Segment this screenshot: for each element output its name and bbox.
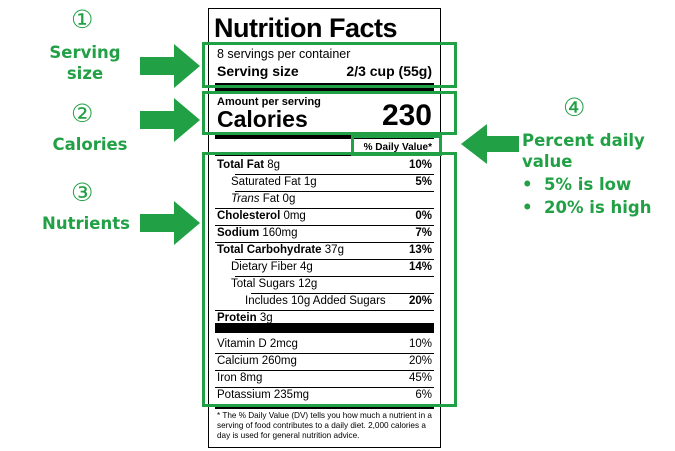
vitamin-divider [215, 387, 434, 388]
nutrient-divider [215, 310, 434, 311]
nutrient-divider [251, 293, 434, 294]
arrow-left-dv-icon [461, 124, 519, 164]
arrow-right-calories-icon [140, 98, 200, 142]
nutrient-amount: 160mg [259, 227, 298, 239]
nutrient-name: Sodium [217, 227, 260, 239]
arrow-right-nutrients-icon [140, 201, 200, 245]
annotation-pdv-line1: Percent daily [522, 131, 645, 150]
nutrient-row: Saturated Fat 1g [231, 176, 317, 188]
nutrient-amount: 37g [321, 244, 344, 256]
nutrient-divider [235, 276, 434, 277]
vitamin-dv: 45% [408, 372, 432, 384]
nutrient-amount: 1g [300, 176, 317, 188]
nutrient-row: Total Sugars 12g [231, 278, 317, 290]
nutrient-dv: 13% [408, 244, 432, 256]
highlight-serving-size [202, 42, 457, 88]
annotation-percent-daily-value: Percent daily value • 5% is low • 20% is… [522, 130, 672, 218]
nutrient-name: Total Sugars [231, 278, 295, 290]
nutrition-facts-label: Nutrition Facts 8 servings per container… [208, 8, 441, 448]
calories-value: 230 [381, 99, 432, 132]
nutrient-amount: Fat 0g [259, 193, 296, 205]
divider-medium-calories [215, 134, 434, 139]
label-title: Nutrition Facts [214, 13, 398, 43]
vitamin-name: Iron 8mg [217, 372, 263, 384]
annotation-pdv-bullet-2-text: 20% is high [544, 198, 652, 217]
annotation-pdv-bullet-1: • 5% is low [522, 175, 632, 194]
nutrient-divider [215, 208, 434, 209]
nutrient-row: Total Carbohydrate 37g [217, 244, 344, 256]
nutrient-divider [215, 242, 434, 243]
nutrient-row: Protein 3g [217, 312, 273, 324]
annotation-nutrients-line1: Nutrients [42, 214, 130, 233]
vitamin-name: Potassium 235mg [217, 389, 310, 401]
nutrient-name: Saturated Fat [231, 176, 301, 188]
divider-thick-protein [215, 323, 434, 333]
nutrient-row: Sodium 160mg [217, 227, 298, 239]
nutrient-divider [235, 174, 434, 175]
vitamin-name: Vitamin D 2mcg [217, 338, 298, 350]
nutrient-row: Trans Fat 0g [231, 193, 295, 205]
nutrient-dv: 10% [408, 159, 432, 171]
nutrient-dv: 0% [415, 210, 432, 222]
nutrient-dv: 5% [415, 176, 432, 188]
vitamin-divider [215, 370, 434, 371]
highlight-calories [202, 91, 457, 135]
nutrient-divider [215, 225, 434, 226]
nutrient-dv: 14% [408, 261, 432, 273]
annotation-calories-line1: Calories [52, 135, 128, 154]
servings-per-container: 8 servings per container [217, 47, 351, 61]
annotation-pdv-line2: value [522, 152, 573, 171]
nutrient-amount: 4g [296, 261, 313, 273]
nutrient-name: Total Fat [217, 159, 265, 171]
divider-dv [215, 155, 434, 156]
nutrient-row: Includes 10g Added Sugars [245, 295, 386, 307]
arrow-right-serving-icon [140, 44, 200, 88]
annotation-serving-line2: size [66, 64, 104, 83]
nutrient-row: Total Fat 8g [217, 159, 280, 171]
annotation-number-4: ④ [563, 93, 586, 122]
nutrient-divider [235, 191, 434, 192]
annotation-serving-line1: Serving [49, 43, 121, 62]
nutrient-name: Trans [231, 193, 260, 205]
nutrient-row: Dietary Fiber 4g [231, 261, 313, 273]
annotation-pdv-bullet-2: • 20% is high [522, 198, 652, 217]
nutrient-dv: 7% [415, 227, 432, 239]
nutrient-name: Dietary Fiber [231, 261, 297, 273]
nutrient-name: Cholesterol [217, 210, 281, 222]
nutrient-name: Total Carbohydrate [217, 244, 322, 256]
highlight-nutrients [202, 152, 457, 407]
annotation-serving-size: Serving size [40, 42, 130, 84]
annotation-number-1: ① [71, 5, 94, 34]
nutrient-amount: 3g [256, 312, 273, 324]
nutrient-amount: 12g [294, 278, 318, 290]
daily-value-header: % Daily Value* [363, 142, 432, 153]
annotation-pdv-bullet-1-text: 5% is low [544, 175, 632, 194]
annotation-number-2: ② [71, 99, 94, 128]
vitamin-name: Calcium 260mg [217, 355, 297, 367]
nutrient-name: Protein [217, 312, 257, 324]
calories-label: Calories [217, 106, 308, 132]
vitamin-divider [215, 353, 434, 354]
annotation-number-3: ③ [71, 178, 94, 207]
nutrient-divider [235, 259, 434, 260]
nutrient-name: Includes 10g Added Sugars [245, 295, 386, 307]
vitamin-dv: 20% [408, 355, 432, 367]
nutrient-amount: 8g [264, 159, 281, 171]
footnote: * The % Daily Value (DV) tells you how m… [217, 411, 432, 440]
serving-size-value: 2/3 cup (55g) [346, 63, 432, 79]
nutrient-dv: 20% [408, 295, 432, 307]
annotation-calories: Calories [40, 134, 140, 155]
serving-size-label: Serving size [217, 63, 299, 79]
amount-per-serving: Amount per serving [217, 96, 321, 108]
vitamin-dv: 10% [408, 338, 432, 350]
annotation-nutrients: Nutrients [36, 213, 136, 234]
nutrient-amount: 0mg [280, 210, 306, 222]
vitamin-dv: 6% [415, 389, 432, 401]
nutrient-row: Cholesterol 0mg [217, 210, 306, 222]
